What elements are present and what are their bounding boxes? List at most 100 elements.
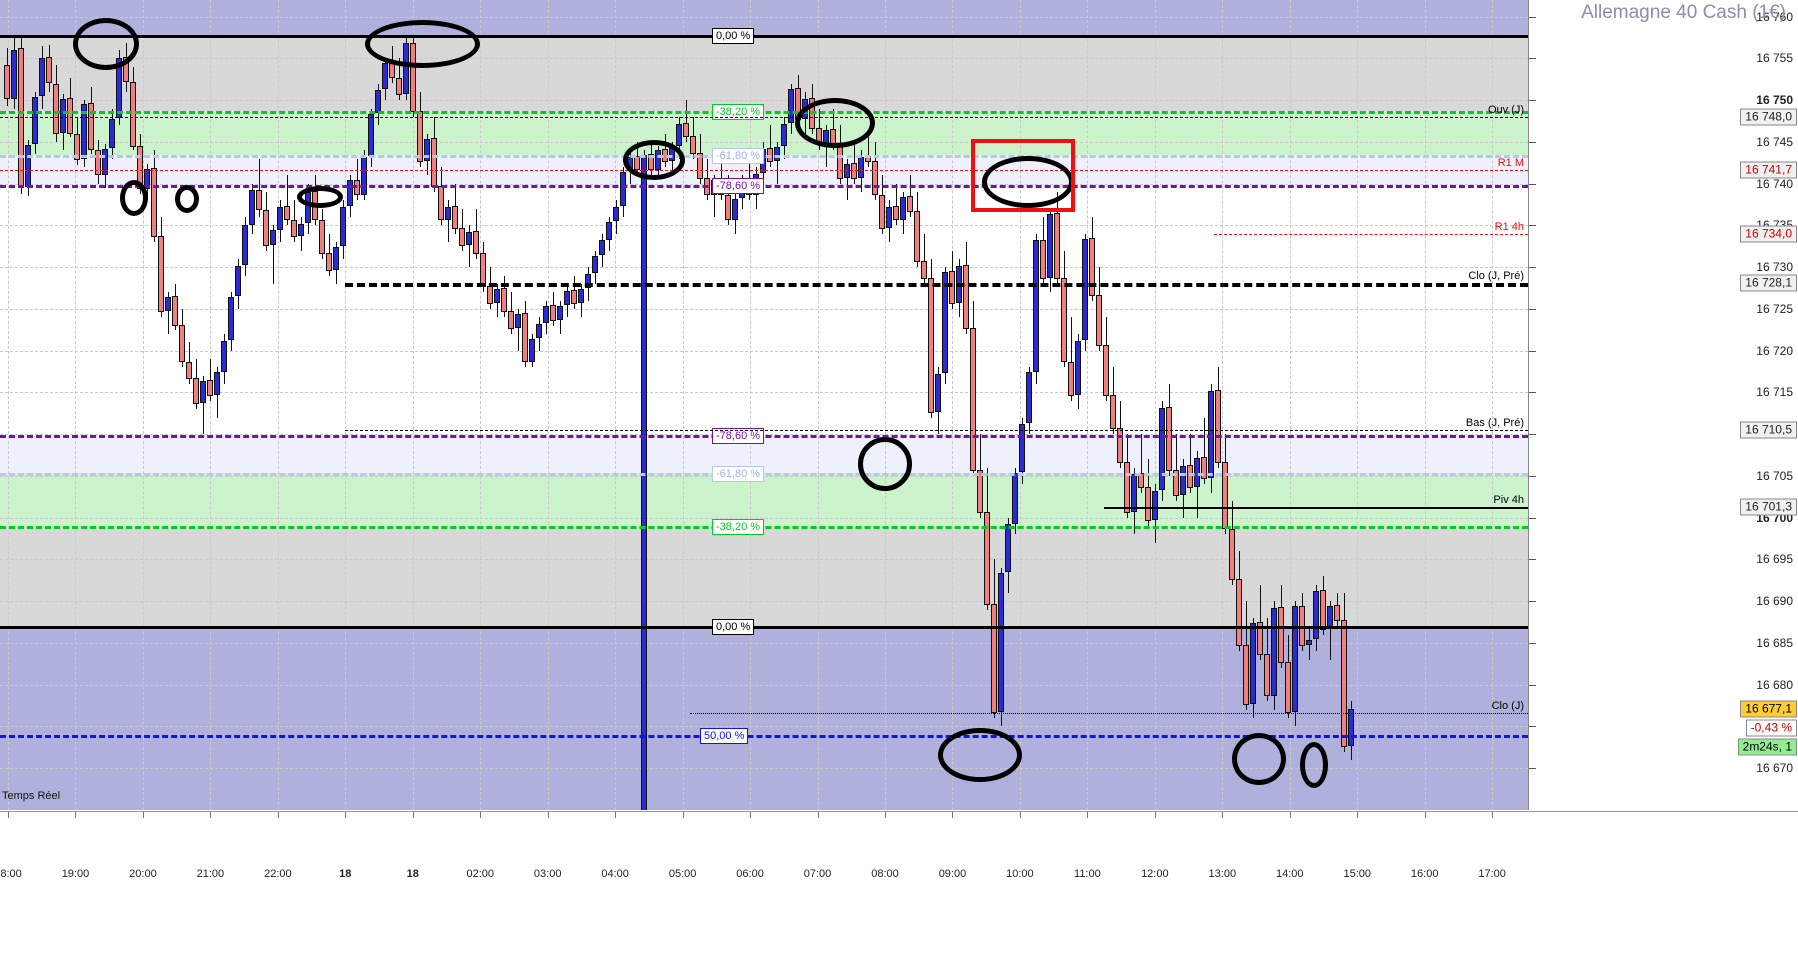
candlestick[interactable] [963,264,969,329]
candlestick[interactable] [340,207,346,247]
time-axis[interactable]: 18:00 19:00 20:00 21:00 22:00 18 18 02:00 03:00 0… [0,811,1798,958]
badge-last-price[interactable]: 16 677,1 [1740,700,1797,718]
candlestick[interactable] [1334,605,1340,622]
candlestick[interactable] [1236,578,1242,647]
candlestick[interactable] [1173,470,1179,496]
candlestick[interactable] [452,206,458,229]
candlestick[interactable] [333,247,339,270]
candlestick[interactable] [767,147,773,162]
candlestick[interactable] [375,90,381,113]
candlestick[interactable] [459,227,465,246]
level-price-badge[interactable]: 16 748,0 [1740,108,1797,126]
candlestick[interactable] [487,286,493,304]
candlestick[interactable] [81,103,87,160]
candlestick[interactable] [235,265,241,297]
candlestick[interactable] [158,236,164,313]
candlestick[interactable] [774,146,780,162]
candlestick[interactable] [1341,620,1347,747]
candlestick[interactable] [1103,344,1109,396]
candlestick[interactable] [473,231,479,254]
candlestick[interactable] [690,136,696,154]
candlestick[interactable] [1152,491,1158,521]
candlestick[interactable] [88,102,94,151]
candlestick[interactable] [277,207,283,230]
candlestick[interactable] [1145,486,1151,522]
candlestick[interactable] [445,207,451,220]
candlestick[interactable] [466,232,472,245]
candlestick[interactable] [725,194,731,221]
candlestick[interactable] [263,209,269,246]
candlestick[interactable] [1257,622,1263,655]
candlestick[interactable] [172,296,178,326]
chart-plot-area[interactable]: 0,00 % -38,20 % -61,80 % -78,60 % -78,60 % -6… [0,0,1528,810]
level-price-badge[interactable]: 16 741,7 [1740,161,1797,178]
candlestick[interactable] [221,340,227,372]
candlestick[interactable] [179,324,185,363]
candlestick[interactable] [1201,456,1207,480]
candlestick[interactable] [501,288,507,313]
candlestick[interactable] [1026,372,1032,424]
candlestick[interactable] [1040,239,1046,279]
candlestick[interactable] [1264,653,1270,697]
candlestick[interactable] [935,374,941,412]
candlestick[interactable] [424,138,430,162]
candlestick[interactable] [1278,607,1284,664]
candlestick[interactable] [382,63,388,90]
candlestick[interactable] [67,97,73,134]
candlestick[interactable] [438,186,444,221]
candlestick[interactable] [1124,461,1130,513]
candlestick[interactable] [95,150,101,176]
candlestick[interactable] [788,88,794,123]
candlestick[interactable] [109,118,115,148]
candlestick[interactable] [578,288,584,304]
candlestick[interactable] [977,470,983,513]
candlestick[interactable] [606,222,612,240]
candlestick[interactable] [732,198,738,220]
candlestick[interactable] [683,122,689,137]
candlestick[interactable] [1110,394,1116,430]
candlestick[interactable] [942,272,948,374]
candlestick[interactable] [858,156,864,178]
candlestick[interactable] [1250,622,1256,704]
candlestick[interactable] [1005,524,1011,572]
candlestick[interactable] [907,196,913,213]
candlestick[interactable] [613,207,619,222]
candlestick[interactable] [1208,390,1214,479]
candlestick[interactable] [585,273,591,289]
candlestick[interactable] [228,297,234,340]
candlestick[interactable] [74,133,80,161]
candlestick[interactable] [1306,639,1312,646]
candlestick[interactable] [165,297,171,312]
candlestick[interactable] [543,305,549,324]
candlestick[interactable] [641,155,647,810]
candlestick[interactable] [11,50,17,99]
candlestick[interactable] [872,161,878,196]
candlestick[interactable] [1117,428,1123,463]
candlestick[interactable] [592,255,598,274]
badge-change-pct[interactable]: -0,43 % [1745,719,1797,737]
candlestick[interactable] [1348,708,1354,746]
candlestick[interactable] [970,328,976,471]
candlestick[interactable] [879,194,885,229]
candlestick[interactable] [319,219,325,254]
candlestick[interactable] [1194,457,1200,487]
candlestick[interactable] [46,56,52,83]
candlestick[interactable] [1082,238,1088,340]
candlestick[interactable] [949,271,955,304]
candlestick[interactable] [270,230,276,245]
candlestick[interactable] [102,148,108,175]
candlestick[interactable] [60,98,66,133]
candlestick[interactable] [326,253,332,271]
candlestick[interactable] [1068,361,1074,396]
candlestick[interactable] [1271,607,1277,696]
candlestick[interactable] [1299,606,1305,647]
level-price-badge[interactable]: 16 710,5 [1740,421,1797,439]
candlestick[interactable] [1012,472,1018,524]
badge-countdown[interactable]: 2m24s, 1 [1737,738,1797,756]
candlestick[interactable] [676,123,682,147]
candlestick[interactable] [1075,340,1081,395]
candlestick[interactable] [914,211,920,263]
candlestick[interactable] [550,304,556,321]
candlestick[interactable] [557,305,563,320]
